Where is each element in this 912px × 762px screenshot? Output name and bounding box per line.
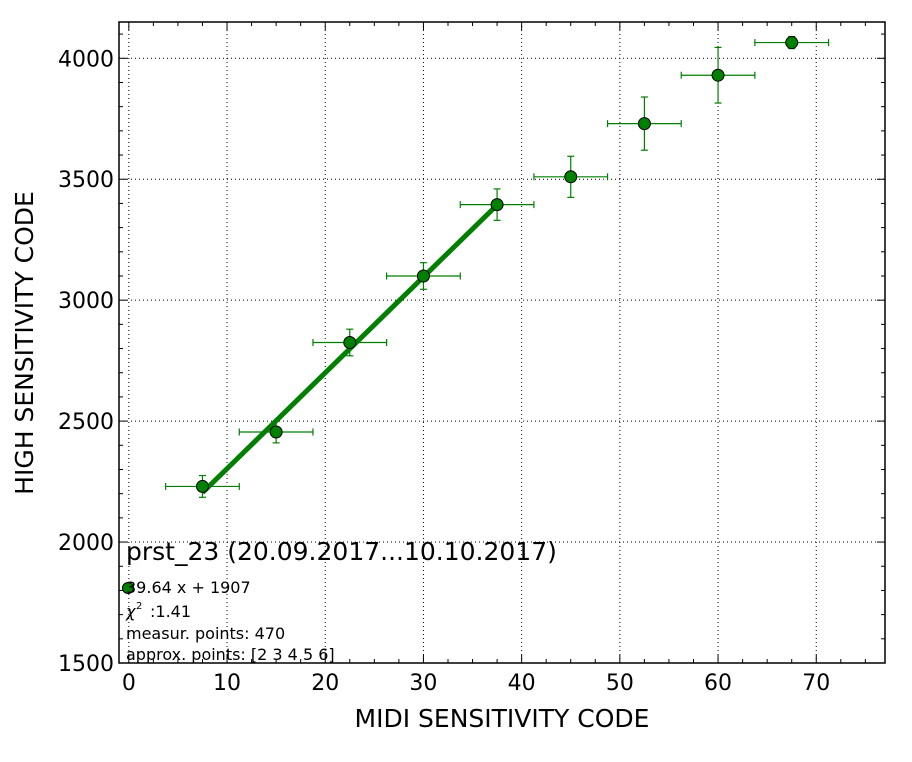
- chart-title: prst_23 (20.09.2017...10.10.2017): [126, 537, 557, 566]
- x-tick-label: 0: [122, 671, 136, 696]
- chi2-value: :1.41: [150, 602, 191, 621]
- data-points: [165, 35, 830, 498]
- x-tick-label: 20: [311, 671, 339, 696]
- approx-points-note: approx. points: [2 3 4 5 6]: [126, 645, 335, 664]
- y-tick-label: 4000: [58, 47, 114, 72]
- data-point: [269, 425, 283, 439]
- grid: [119, 22, 885, 664]
- data-point: [195, 479, 209, 493]
- data-point: [416, 269, 430, 283]
- chi2-symbol: χ: [125, 602, 136, 621]
- data-point: [343, 336, 357, 349]
- y-tick-label: 3000: [58, 289, 114, 314]
- data-point: [711, 68, 725, 82]
- chi2-superscript: 2: [136, 601, 142, 612]
- y-tick-label: 2500: [58, 410, 114, 435]
- x-tick-label: 40: [508, 671, 536, 696]
- measured-points-note: measur. points: 470: [126, 624, 285, 643]
- data-point: [785, 36, 799, 50]
- x-axis-label: MIDI SENSITIVITY CODE: [355, 704, 650, 733]
- y-tick-label: 2000: [58, 531, 114, 556]
- x-tick-label: 10: [213, 671, 241, 696]
- x-tick-label: 30: [409, 671, 437, 696]
- data-point: [490, 198, 504, 212]
- x-tick-label: 60: [704, 671, 732, 696]
- data-point: [564, 170, 578, 184]
- plot-frame: [118, 21, 886, 664]
- legend-marker: [122, 582, 134, 594]
- y-axis-label: HIGH SENSITIVITY CODE: [10, 191, 39, 495]
- y-tick-label: 3500: [58, 168, 114, 193]
- y-tick-label: 1500: [58, 652, 114, 677]
- x-tick-label: 50: [606, 671, 634, 696]
- x-tick-label: 70: [802, 671, 830, 696]
- axis-ticks: 0 10 20 30 40 50 60 70 1500 2000 2500 3000 3500 4000: [58, 22, 885, 696]
- data-point: [637, 117, 651, 131]
- fit-equation: 39.64 x + 1907: [126, 578, 251, 597]
